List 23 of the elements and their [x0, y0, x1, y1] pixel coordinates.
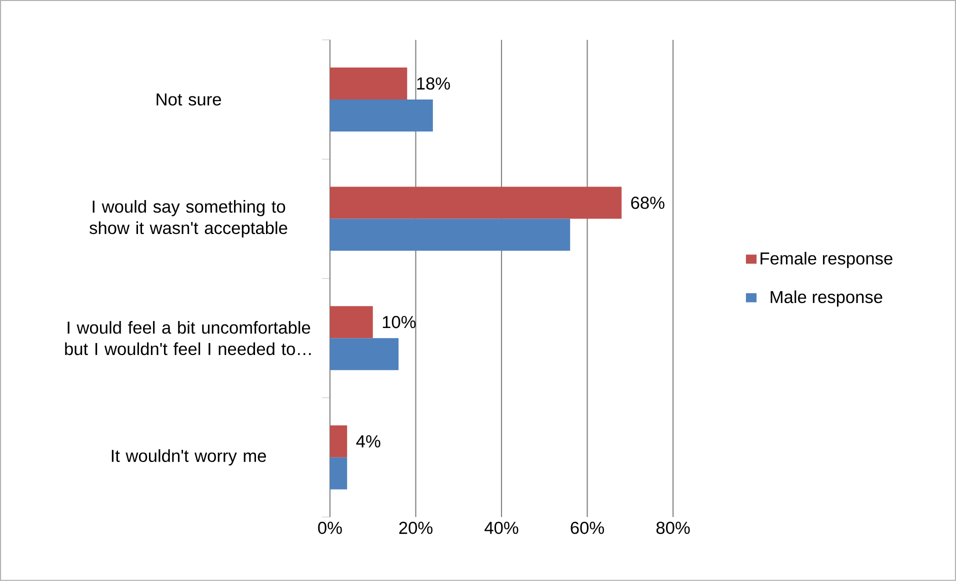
y-tick-label: I would say something to show it wasn't acceptable — [90, 200, 288, 238]
data-label: 10% — [382, 316, 416, 328]
y-tick-label: It wouldn't worry me — [112, 449, 266, 466]
y-tick-label: Not sure — [156, 94, 221, 106]
bar — [330, 338, 399, 370]
bar — [330, 306, 373, 338]
legend-label: Male response — [770, 290, 882, 307]
bar — [330, 186, 622, 219]
bar — [330, 218, 570, 251]
x-tick-label: 60% — [570, 522, 604, 534]
data-label: 18% — [417, 77, 450, 90]
bar — [330, 457, 348, 490]
x-tick-label: 0% — [318, 522, 342, 534]
legend-label: Female response — [760, 252, 892, 268]
x-tick-label: 40% — [484, 522, 518, 534]
bar — [330, 425, 348, 458]
x-tick-label: 20% — [399, 522, 432, 534]
bar — [330, 68, 408, 100]
data-label: 4% — [356, 435, 380, 448]
data-label: 68% — [631, 196, 664, 209]
x-tick-label: 80% — [656, 522, 690, 534]
y-tick-label: I would feel a bit uncomfortable but I wouldn't feel I needed to… — [65, 321, 311, 356]
bar — [330, 100, 433, 132]
